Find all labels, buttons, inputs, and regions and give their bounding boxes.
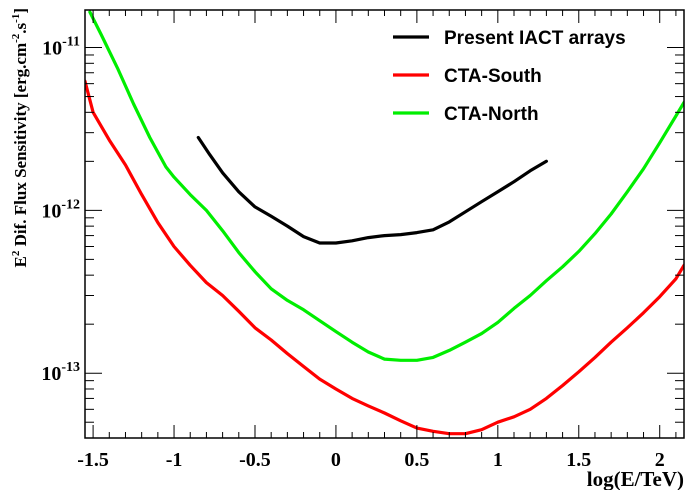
y-tick-label-exponent: -11 — [62, 35, 80, 50]
x-axis-tick-labels: -1.5 -1 -0.5 0 0.5 1 1.5 2 — [77, 449, 664, 471]
y-axis-title-sup3: -1 — [10, 14, 22, 23]
y-tick-label: 10-13 — [41, 360, 80, 385]
x-tick-label: 0 — [331, 449, 341, 471]
y-axis-title-text: Dif. Flux Sensitivity [erg.cm — [11, 43, 30, 251]
x-tick-label: 2 — [655, 449, 665, 471]
x-tick-label: -1.5 — [77, 449, 109, 471]
y-axis-ticks — [85, 47, 684, 439]
y-axis-title: E2 Dif. Flux Sensitivity [erg.cm-2.s-1] — [10, 8, 30, 267]
y-tick-label: 10-12 — [41, 197, 80, 222]
x-axis-ticks — [92, 10, 677, 438]
legend-label: CTA-North — [444, 104, 539, 125]
y-axis-title-e: E — [11, 256, 30, 267]
data-curves — [85, 10, 684, 436]
y-tick-label-base: 10 — [41, 363, 61, 385]
y-axis-title-s: .s — [11, 22, 30, 33]
y-axis-title-end: ] — [11, 8, 30, 14]
series-line — [88, 10, 684, 362]
y-tick-label-base: 10 — [41, 200, 61, 222]
legend: Present IACT arrays CTA-South CTA-North — [393, 28, 626, 125]
x-tick-label: 0.5 — [404, 449, 429, 471]
y-tick-label-exponent: -13 — [61, 360, 80, 375]
x-tick-label: 1 — [493, 449, 503, 471]
y-tick-label: 10-11 — [42, 35, 80, 60]
legend-label: CTA-South — [444, 66, 542, 87]
x-axis-title: log(E/TeV) — [587, 467, 684, 490]
x-tick-label: -1 — [166, 449, 183, 471]
y-axis-title-sup1: 2 — [10, 250, 22, 256]
series-line — [196, 135, 549, 245]
y-axis-title-sup2: -2 — [10, 33, 22, 43]
y-tick-label-exponent: -12 — [61, 197, 80, 212]
x-tick-label: 1.5 — [566, 449, 591, 471]
series-line — [85, 79, 684, 436]
y-tick-label-base: 10 — [42, 38, 62, 60]
legend-label: Present IACT arrays — [444, 28, 626, 49]
x-tick-label: -0.5 — [239, 449, 271, 471]
